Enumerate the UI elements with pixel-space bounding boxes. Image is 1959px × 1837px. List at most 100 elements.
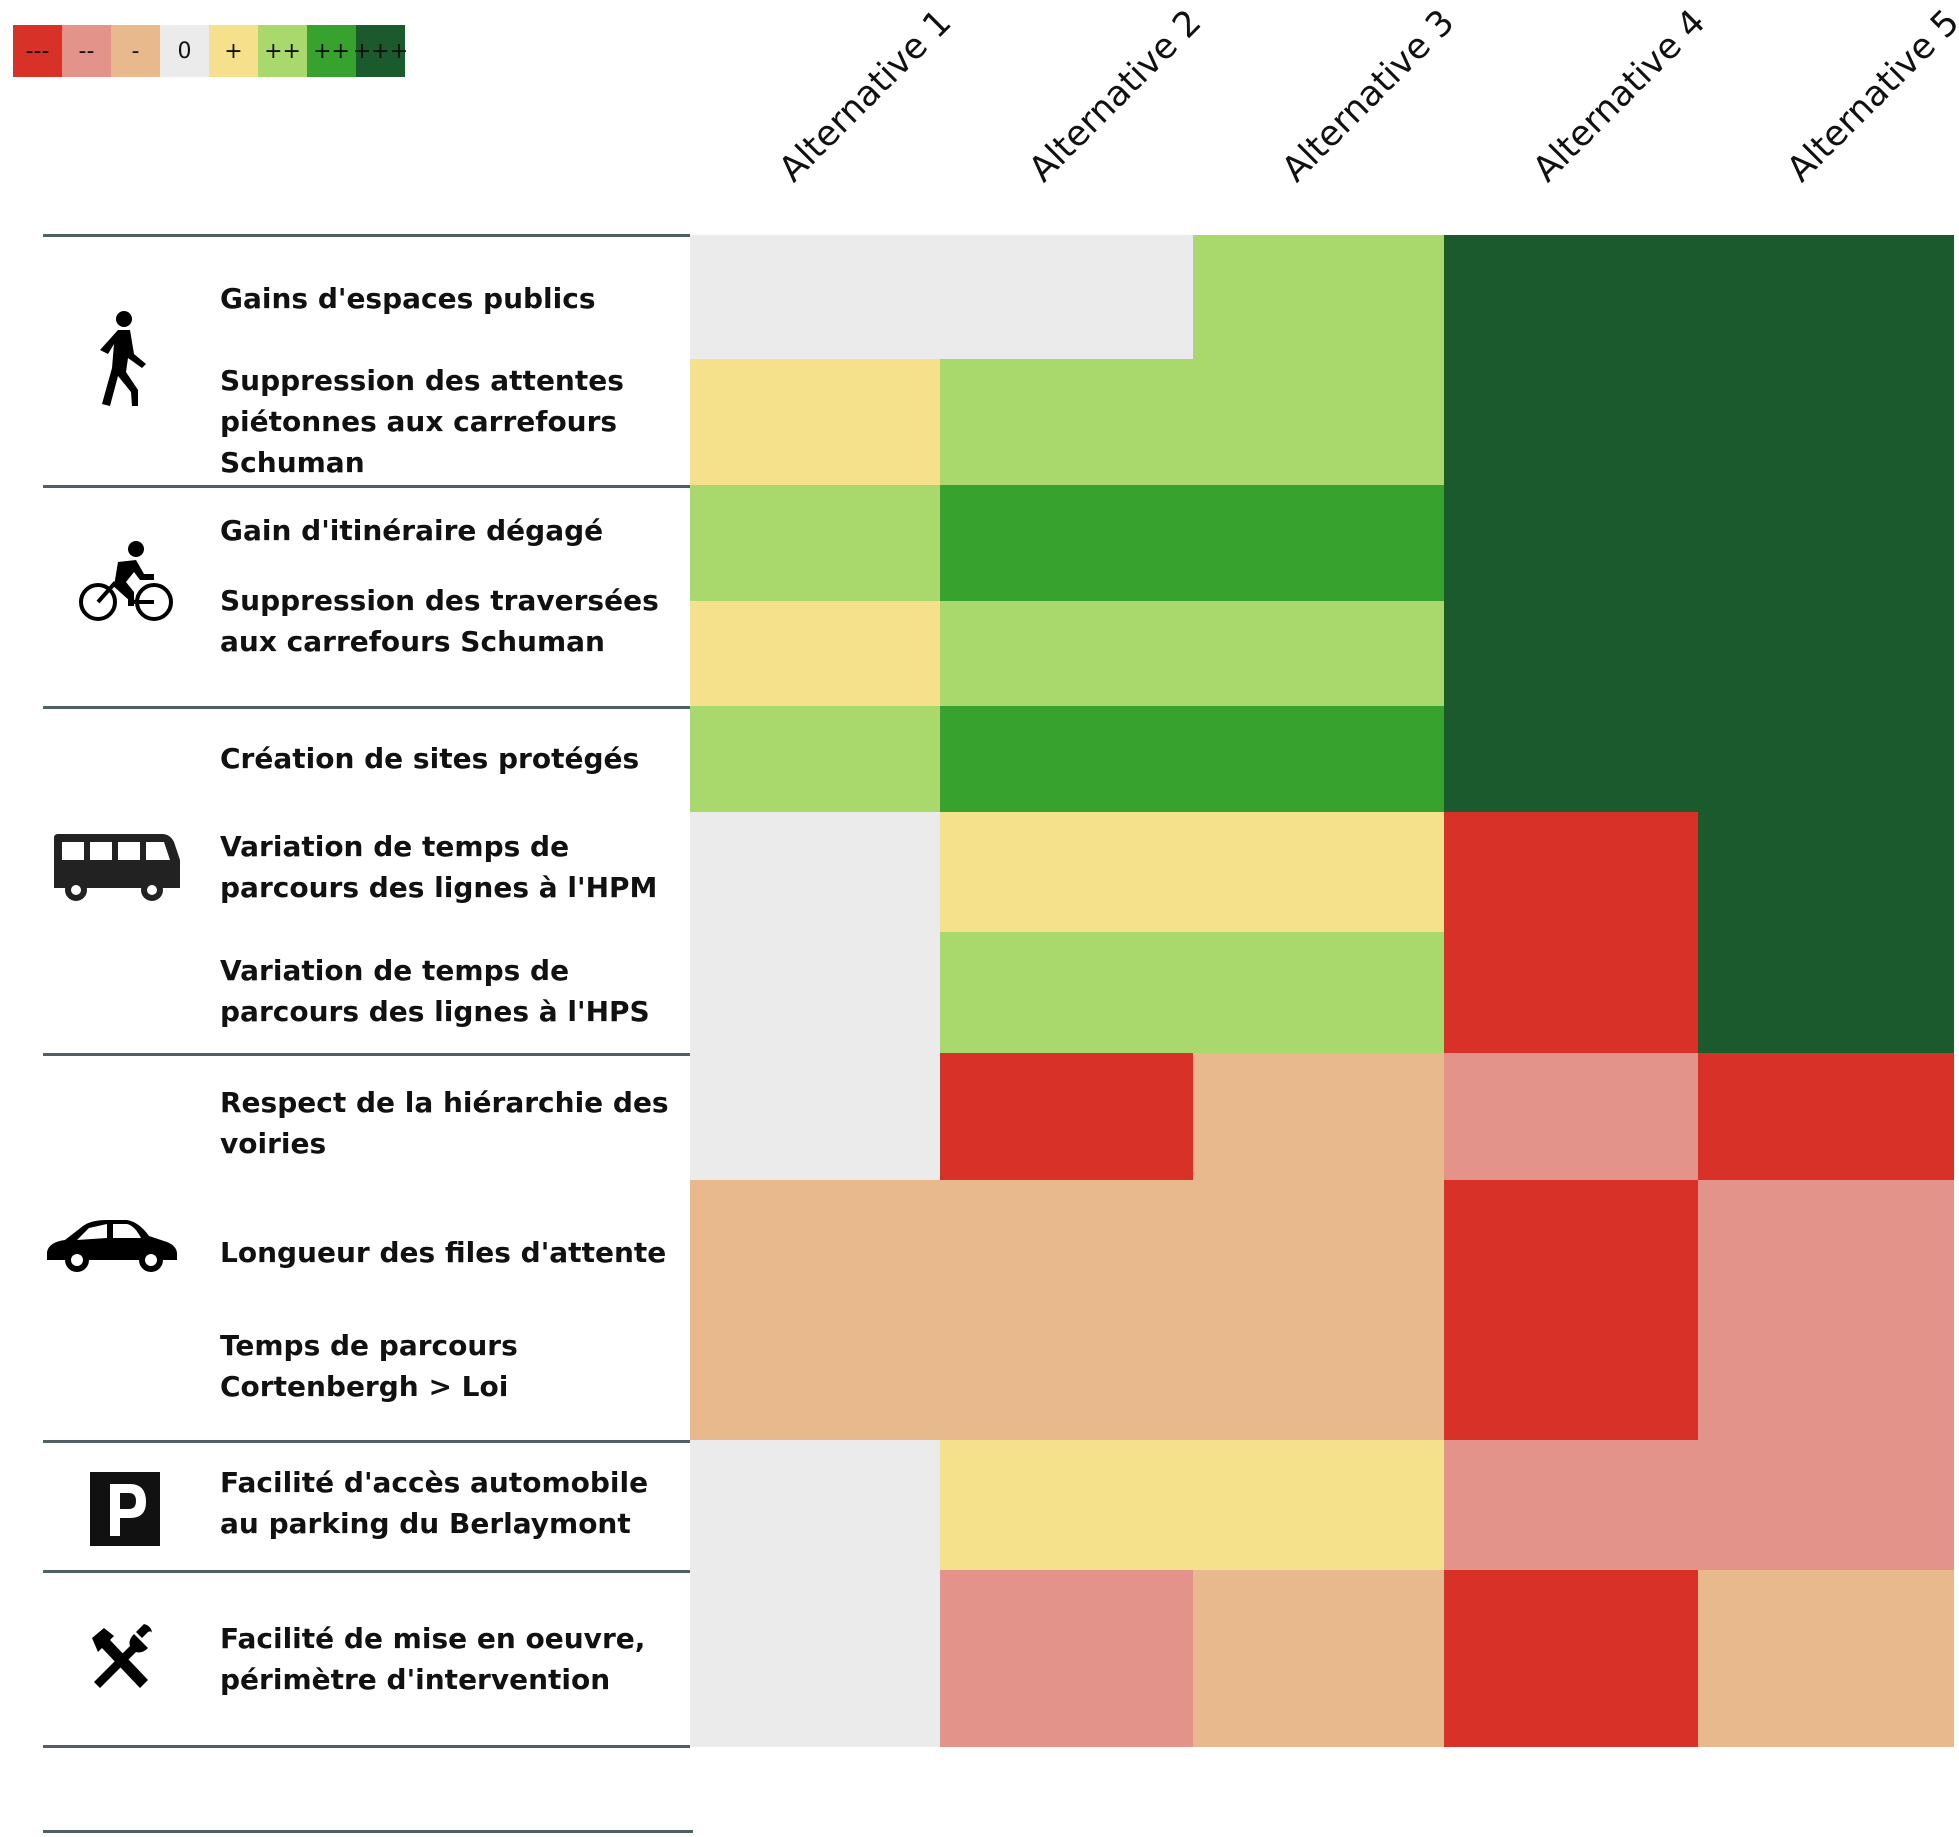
pedestrian-icon [100, 311, 146, 406]
heatmap-cell [690, 1570, 941, 1747]
legend-swatch: ++ [258, 25, 307, 77]
heatmap-matrix [690, 235, 1954, 1747]
heatmap-cell [690, 1180, 941, 1301]
heatmap-cell [1698, 359, 1954, 486]
column-header: Alternative 1 [771, 2, 960, 191]
heatmap-cell [1698, 1053, 1954, 1181]
heatmap-cell [1444, 706, 1699, 813]
separator [43, 1830, 693, 1833]
heatmap-cell [940, 601, 1194, 707]
row-label: Facilité d'accès automobile au parking d… [220, 1466, 649, 1540]
heatmap-cell [1193, 812, 1445, 933]
row-label: Temps de parcours Cortenbergh > Loi [220, 1329, 518, 1403]
heatmap-cell [1444, 812, 1699, 933]
heatmap-cell [690, 1440, 941, 1571]
heatmap-cell [940, 1570, 1194, 1747]
heatmap-cell [940, 812, 1194, 933]
heatmap-cell [1193, 1053, 1445, 1181]
heatmap-cell [1444, 1300, 1699, 1441]
separator [43, 1440, 690, 1443]
row-label: Suppression des traversées aux carrefour… [220, 584, 659, 658]
bicycle-icon [79, 541, 173, 621]
separator [43, 1570, 690, 1573]
heatmap-cell [940, 235, 1194, 360]
heatmap-cell [690, 235, 941, 360]
separator [43, 485, 690, 488]
heatmap-cell [1444, 1440, 1699, 1571]
heatmap-cell [1698, 1570, 1954, 1747]
heatmap-cell [1444, 359, 1699, 486]
parking-icon [90, 1472, 160, 1546]
heatmap-cell [1444, 1570, 1699, 1747]
heatmap-cell [1698, 706, 1954, 813]
heatmap-cell [1698, 1440, 1954, 1571]
row-label: Longueur des files d'attente [220, 1236, 667, 1269]
car-icon [47, 1220, 177, 1272]
column-header: Alternative 4 [1525, 2, 1714, 191]
heatmap-cell [1193, 1180, 1445, 1301]
heatmap-cell [1193, 1440, 1445, 1571]
legend-swatch: ++ [307, 25, 356, 77]
heatmap-cell [1698, 235, 1954, 360]
legend-swatch: + [209, 25, 258, 77]
tools-icon [92, 1624, 152, 1688]
heatmap-cell [1444, 235, 1699, 360]
heatmap-cell [1193, 932, 1445, 1054]
heatmap-cell [1193, 706, 1445, 813]
legend-swatch: -- [62, 25, 111, 77]
heatmap-cell [1698, 485, 1954, 602]
heatmap-cell [1698, 1300, 1954, 1441]
heatmap-cell [690, 706, 941, 813]
heatmap-cell [940, 485, 1194, 602]
heatmap-cell [940, 932, 1194, 1054]
heatmap-cell [1193, 235, 1445, 360]
legend: --- -- -0 + ++ ++ +++ [13, 25, 408, 77]
heatmap-cell [1193, 601, 1445, 707]
heatmap-cell [690, 359, 941, 486]
heatmap-cell [690, 601, 941, 707]
heatmap-cell [1444, 485, 1699, 602]
row-label: Variation de temps de parcours des ligne… [220, 830, 658, 904]
separator [43, 1745, 690, 1748]
heatmap-cell [1698, 601, 1954, 707]
heatmap-cell [940, 1440, 1194, 1571]
column-header: Alternative 5 [1779, 2, 1959, 191]
heatmap-cell [1444, 1180, 1699, 1301]
bus-icon [54, 834, 180, 901]
heatmap-cell [690, 812, 941, 933]
heatmap-cell [1698, 1180, 1954, 1301]
heatmap-cell [690, 932, 941, 1054]
legend-swatch: --- [13, 25, 62, 77]
heatmap-cell [1698, 812, 1954, 933]
row-label: Respect de la hiérarchie des voiries [220, 1086, 669, 1160]
heatmap-cell [1193, 485, 1445, 602]
heatmap-cell [940, 1180, 1194, 1301]
row-label: Gains d'espaces publics [220, 282, 596, 315]
heatmap-cell [1193, 359, 1445, 486]
heatmap-cell [1444, 932, 1699, 1054]
separator [43, 706, 690, 709]
heatmap-cell [690, 1053, 941, 1181]
separator [43, 1053, 690, 1056]
row-label: Gain d'itinéraire dégagé [220, 514, 604, 547]
heatmap-cell [690, 1300, 941, 1441]
heatmap-cell [690, 485, 941, 602]
heatmap-cell [940, 1053, 1194, 1181]
row-label: Suppression des attentes piétonnes aux c… [220, 364, 624, 479]
separator [43, 234, 690, 237]
heatmap-cell [1193, 1300, 1445, 1441]
row-label: Facilité de mise en oeuvre, périmètre d'… [220, 1622, 646, 1696]
heatmap-cell [1698, 932, 1954, 1054]
row-label: Variation de temps de parcours des ligne… [220, 954, 650, 1028]
heatmap-cell [940, 359, 1194, 486]
legend-swatch: 0 [160, 25, 209, 77]
heatmap-cell [1444, 601, 1699, 707]
legend-swatch: - [111, 25, 160, 77]
row-label: Création de sites protégés [220, 742, 640, 775]
heatmap-cell [940, 706, 1194, 813]
heatmap-cell [1193, 1570, 1445, 1747]
heatmap-cell [940, 1300, 1194, 1441]
column-header: Alternative 3 [1274, 2, 1463, 191]
heatmap-cell [1444, 1053, 1699, 1181]
column-header: Alternative 2 [1021, 2, 1210, 191]
